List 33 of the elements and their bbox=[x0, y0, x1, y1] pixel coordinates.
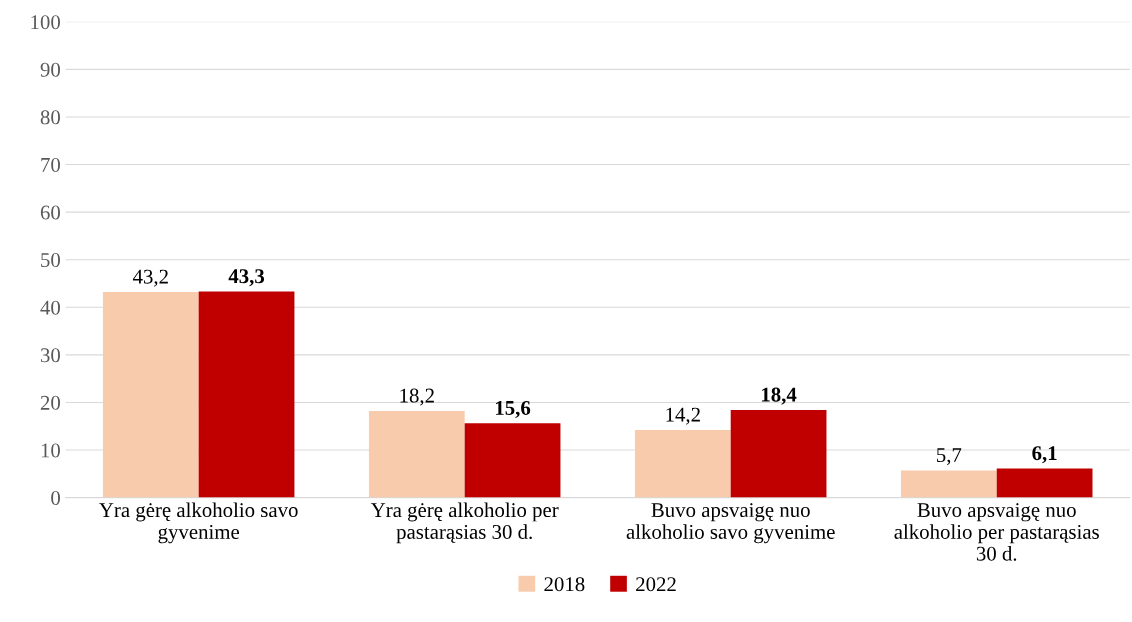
y-tick-label: 10 bbox=[41, 443, 60, 458]
y-tick-label: 70 bbox=[41, 157, 60, 172]
data-label: 15,6 bbox=[496, 400, 531, 418]
bar bbox=[368, 411, 465, 498]
data-label: 43,2 bbox=[132, 269, 168, 287]
data-label: 18,4 bbox=[762, 387, 797, 405]
y-tick-label: 80 bbox=[40, 110, 60, 125]
bar bbox=[464, 423, 561, 498]
bar bbox=[730, 410, 827, 498]
bar bbox=[198, 291, 295, 498]
bar bbox=[102, 292, 199, 498]
data-label: 5,7 bbox=[937, 448, 962, 466]
y-tick-label: 90 bbox=[40, 62, 60, 77]
legend-label: 2018 bbox=[544, 577, 585, 592]
data-label: 6,1 bbox=[1032, 446, 1057, 464]
data-label: 18,2 bbox=[400, 388, 434, 406]
x-tick-label: Buvo apsvaigę nuo alkoholio savo gyvenime bbox=[626, 503, 835, 544]
y-tick-label: 20 bbox=[40, 395, 60, 410]
y-tick-label: 40 bbox=[40, 300, 60, 315]
y-tick-label: 0 bbox=[51, 490, 60, 506]
data-label: 43,3 bbox=[228, 269, 265, 287]
data-label: 14,2 bbox=[666, 407, 700, 425]
y-tick-label: 60 bbox=[40, 205, 60, 220]
bar bbox=[996, 468, 1093, 498]
x-tick-label: Buvo apsvaigę nuo alkoholio per pastarąsias 30 d. bbox=[894, 503, 1099, 561]
y-tick-label: 30 bbox=[40, 348, 60, 363]
y-tick-label: 50 bbox=[41, 253, 60, 268]
legend-label: 2022 bbox=[636, 577, 676, 592]
bar bbox=[634, 430, 731, 498]
bar bbox=[900, 470, 997, 498]
x-tick-label: Yra gėrę alkoholio per pastarąsias 30 d. bbox=[370, 502, 559, 544]
x-tick-label: Yra gėrę alkoholio savo gyvenime bbox=[99, 502, 298, 544]
y-tick-label: 100 bbox=[31, 15, 60, 30]
